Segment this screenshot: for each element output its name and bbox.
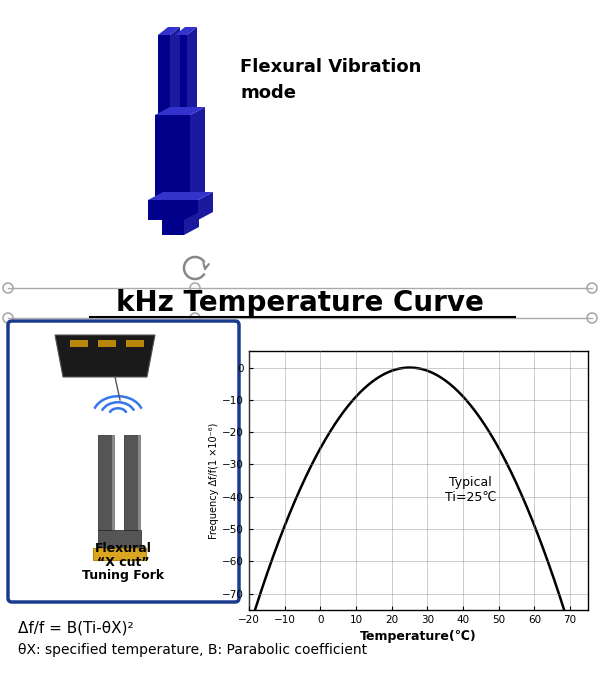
Polygon shape	[175, 27, 197, 35]
Text: Typical
Ti=25℃: Typical Ti=25℃	[445, 476, 496, 504]
Polygon shape	[148, 192, 213, 200]
Polygon shape	[155, 107, 205, 115]
Text: Flexural: Flexural	[95, 542, 152, 555]
Polygon shape	[55, 335, 155, 377]
Text: θX: specified temperature, B: Parabolic coefficient: θX: specified temperature, B: Parabolic …	[18, 643, 367, 657]
Polygon shape	[162, 220, 184, 235]
Polygon shape	[198, 192, 213, 220]
X-axis label: Temperature(℃): Temperature(℃)	[360, 630, 477, 644]
Polygon shape	[175, 35, 187, 115]
Bar	[98, 530, 141, 548]
Polygon shape	[148, 200, 198, 220]
Polygon shape	[184, 212, 199, 235]
Text: Flexural Vibration
mode: Flexural Vibration mode	[240, 58, 421, 102]
Bar	[98, 340, 116, 347]
Text: “X cut”: “X cut”	[97, 555, 150, 568]
Text: kHz Temperature Curve: kHz Temperature Curve	[116, 289, 484, 317]
Bar	[126, 340, 144, 347]
Polygon shape	[170, 27, 180, 115]
Bar	[70, 340, 88, 347]
Bar	[112, 435, 115, 530]
Polygon shape	[158, 27, 180, 35]
FancyBboxPatch shape	[8, 321, 239, 602]
Text: Tuning Fork: Tuning Fork	[82, 570, 164, 582]
Y-axis label: Frequency Δf/f(1 ×10⁻⁶): Frequency Δf/f(1 ×10⁻⁶)	[209, 422, 220, 539]
Bar	[138, 435, 141, 530]
Polygon shape	[158, 35, 170, 115]
Polygon shape	[187, 27, 197, 115]
Text: Δf/f = B(Ti-θX)²: Δf/f = B(Ti-θX)²	[18, 621, 134, 635]
Bar	[124, 435, 138, 530]
Bar	[98, 435, 112, 530]
Bar	[93, 548, 146, 560]
Polygon shape	[155, 115, 190, 200]
Polygon shape	[190, 107, 205, 200]
